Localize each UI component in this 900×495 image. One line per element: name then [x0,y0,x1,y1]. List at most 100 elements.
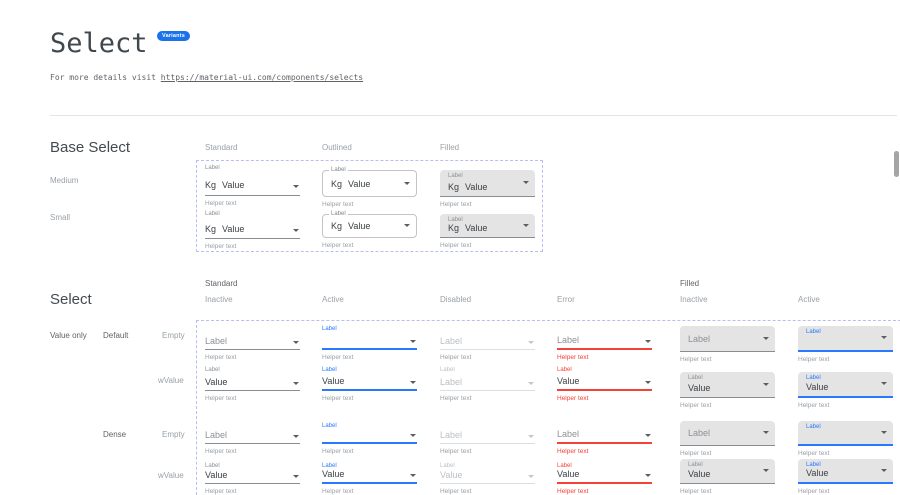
select-standard-error-default-wvalue[interactable]: Value [557,376,652,391]
row-label-wvalue: wValue [158,471,184,480]
select-standard-disabled-dense-empty[interactable]: Label [440,430,535,444]
docs-link[interactable]: https://material-ui.com/components/selec… [160,73,364,82]
select-value: Kg Value [205,180,244,190]
select-filled-inactive-default-wvalue[interactable]: Label Value [680,372,775,398]
floating-label: Label [440,367,455,373]
base-select-standard-medium[interactable]: Kg Value [205,172,300,196]
dropdown-caret-icon [645,474,651,477]
select-filled-active-dense-empty[interactable]: Label [798,421,893,446]
helper-text: Helper text [680,450,712,457]
base-select-standard-small[interactable]: Kg Value [205,218,300,239]
column-header-active: Active [798,295,820,304]
dropdown-caret-icon [523,223,529,227]
value-text: Value [348,221,371,231]
helper-text: Helper text [322,395,354,402]
helper-text: Helper text [205,200,237,207]
select-standard-disabled-default-wvalue[interactable]: Label [440,376,535,391]
select-grid-frame [196,320,900,495]
select-standard-inactive-default-wvalue[interactable]: Value [205,376,300,391]
helper-text: Helper text [440,242,472,249]
select-standard-active-dense-empty-cell: Label Helper text [322,423,417,455]
select-standard-disabled-dense-wvalue[interactable]: Value [440,470,535,484]
column-header-inactive: Inactive [680,295,708,304]
select-standard-disabled-default-empty[interactable]: Label [440,335,535,350]
outlined-notch-label: Label [329,211,348,218]
outlined-notch-label: Label [329,167,348,174]
floating-label: Label [688,462,703,468]
helper-text: Helper text [557,488,589,495]
dropdown-caret-icon [528,435,534,438]
dropdown-caret-icon [763,382,769,386]
dropdown-caret-icon [763,469,769,472]
select-standard-error-default-empty[interactable]: Label [557,335,652,350]
helper-text: Helper text [798,402,830,409]
select-standard-disabled-dense-empty-cell: Label Helper text [440,423,535,455]
base-select-frame [196,160,543,252]
select-standard-inactive-dense-wvalue[interactable]: Value [205,470,300,484]
helper-text: Helper text [440,448,472,455]
base-select-outlined-medium[interactable]: Label Kg Value [322,167,417,197]
column-header-disabled: Disabled [440,295,472,304]
select-value: Kg Value [448,182,487,192]
floating-label-slot: Label [205,165,300,172]
base-select-filled-small[interactable]: Label Kg Value [440,214,535,238]
floating-label-slot: Label [322,463,417,471]
floating-label: Label [440,463,455,469]
select-placeholder: Label [688,333,711,344]
floating-label: Label [322,326,337,332]
base-select-standard-medium-cell: Label Kg Value Helper text [205,165,300,207]
select-filled-inactive-default-empty[interactable]: Label [680,326,775,352]
select-standard-inactive-dense-wvalue-cell: Label Value Helper text [205,463,300,495]
select-value: Value [688,383,711,393]
dropdown-caret-icon [528,341,534,344]
column-header-active: Active [322,295,344,304]
dropdown-caret-icon [528,475,534,478]
value-prefix: Kg [448,182,460,192]
select-filled-active-default-wvalue[interactable]: Label Value [798,372,893,398]
select-standard-disabled-default-wvalue-cell: Label Label Helper text [440,367,535,402]
base-select-outlined-small[interactable]: Label Kg Value [322,211,417,238]
floating-label: Label [205,463,220,469]
select-filled-active-default-empty[interactable]: Label [798,326,893,352]
select-standard-inactive-default-empty[interactable]: Label [205,335,300,350]
dropdown-caret-icon [410,340,416,343]
helper-text: Helper text [322,488,354,495]
select-filled-active-dense-wvalue[interactable]: Label Value [798,459,893,484]
column-header-error: Error [557,295,575,304]
intro-line: For more details visit https://material-… [50,73,363,82]
variants-badge: Variants [157,31,191,41]
floating-label: Label [448,217,463,223]
select-value: Kg Value [331,221,370,231]
dropdown-caret-icon [404,224,410,227]
helper-text: Helper text [440,201,472,208]
row-label-wvalue: wValue [158,376,184,385]
select-standard-inactive-dense-empty[interactable]: Label [205,430,300,444]
row-label-dense: Dense [103,430,127,439]
select-standard-active-default-wvalue[interactable]: Value [322,376,417,391]
select-standard-active-default-empty-cell: Label Helper text [322,326,417,361]
select-standard-error-dense-empty[interactable]: Label [557,429,652,444]
base-select-filled-medium[interactable]: Label Kg Value [440,170,535,197]
select-value: Kg Value [205,224,244,234]
floating-label-slot: Label [205,367,300,376]
base-select-filled-medium-cell: Label Kg Value Helper text [440,170,535,208]
select-value: Label [440,430,463,440]
dropdown-caret-icon [293,185,299,188]
select-standard-active-dense-wvalue[interactable]: Value [322,469,417,484]
select-standard-error-dense-wvalue-cell: Label Value Helper text [557,463,652,495]
select-value: Kg Value [448,223,487,233]
select-filled-inactive-default-wvalue-cell: Label Value Helper text [680,372,775,409]
select-standard-active-dense-empty[interactable] [322,431,417,444]
floating-label-slot: Label [440,463,535,471]
select-filled-inactive-dense-empty[interactable]: Label [680,421,775,446]
helper-text: Helper text [557,448,589,455]
select-filled-inactive-dense-wvalue[interactable]: Label Value [680,459,775,484]
dropdown-caret-icon [763,431,769,434]
scrollbar-thumb[interactable] [894,151,899,177]
floating-label: Label [322,423,337,429]
select-standard-active-default-empty[interactable] [322,335,417,350]
select-filled-inactive-default-empty-cell: Label Helper text [680,326,775,363]
floating-label: Label [205,165,220,171]
floating-label-slot: Label [205,211,300,218]
select-standard-error-dense-wvalue[interactable]: Value [557,469,652,484]
